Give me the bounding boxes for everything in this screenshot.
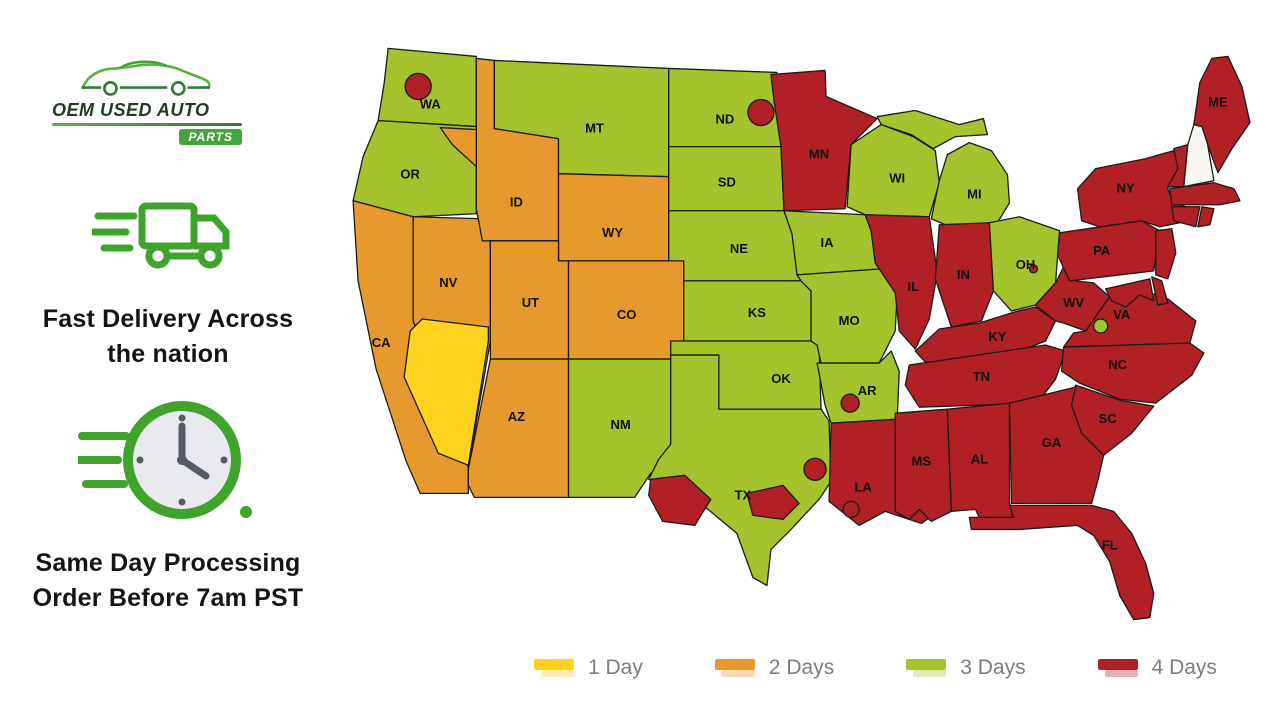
state-il xyxy=(864,214,938,350)
legend-item-1day: 1 Day xyxy=(534,656,643,680)
state-tn xyxy=(904,344,1067,408)
state-label-tn: TN xyxy=(973,369,990,384)
legend-swatch-4days xyxy=(1097,658,1140,678)
state-ri xyxy=(1197,206,1215,228)
logo-badge: PARTS xyxy=(179,129,242,145)
state-label-mt: MT xyxy=(585,121,604,136)
state-mi-upper xyxy=(876,109,989,150)
overlay-tx-west-4day xyxy=(648,474,712,527)
state-label-nc: NC xyxy=(1108,357,1127,372)
state-label-me: ME xyxy=(1208,95,1228,110)
state-label-wa: WA xyxy=(420,97,442,112)
overlay-oregon-ne-2day xyxy=(439,126,477,168)
state-label-in: IN xyxy=(957,267,970,282)
state-wv xyxy=(1034,266,1111,332)
state-label-mn: MN xyxy=(809,147,829,162)
delivery-legend: 1 Day 2 Days 3 Days 4 Days xyxy=(534,656,1217,680)
state-md xyxy=(1105,278,1155,308)
state-mi xyxy=(930,141,1011,226)
state-label-pa: PA xyxy=(1093,243,1111,258)
state-tx xyxy=(648,354,832,587)
state-label-fl: FL xyxy=(1102,537,1118,552)
state-wy xyxy=(557,173,670,262)
state-label-wy: WY xyxy=(602,225,623,240)
state-label-ms: MS xyxy=(912,453,932,468)
state-de xyxy=(1151,276,1169,306)
state-label-wi: WI xyxy=(889,171,905,186)
clock-icon xyxy=(74,388,258,541)
state-label-nd: ND xyxy=(715,112,734,127)
logo: OEM USED AUTO PARTS xyxy=(52,58,242,145)
state-nj xyxy=(1155,228,1177,280)
state-me xyxy=(1193,55,1251,174)
logo-car-icon xyxy=(81,60,211,96)
overlay-tx-east-4day xyxy=(803,457,827,481)
state-label-nm: NM xyxy=(611,417,631,432)
fast-delivery-line2: the nation xyxy=(107,340,229,368)
overlay-tx-se-4day xyxy=(842,500,860,519)
state-mn xyxy=(770,69,878,212)
state-label-sc: SC xyxy=(1099,411,1118,426)
overlay-vegas-1day xyxy=(403,318,490,466)
state-label-ar: AR xyxy=(858,383,877,398)
same-day-line1: Same Day Processing xyxy=(35,549,301,577)
legend-label-1day: 1 Day xyxy=(588,656,643,679)
state-label-oh: OH xyxy=(1016,257,1036,272)
logo-name: OEM USED AUTO xyxy=(52,100,210,120)
state-ms xyxy=(894,408,952,523)
state-label-ia: IA xyxy=(821,235,835,250)
state-label-co: CO xyxy=(617,307,637,322)
state-label-ky: KY xyxy=(988,329,1006,344)
overlay-nd-spot-4day xyxy=(747,98,775,127)
overlay-ar-spot-4day xyxy=(840,393,860,413)
state-label-ok: OK xyxy=(771,371,791,386)
legend-swatch-1day xyxy=(534,658,576,678)
state-label-az: AZ xyxy=(508,409,525,424)
state-label-or: OR xyxy=(400,167,420,182)
legend-item-4days: 4 Days xyxy=(1097,656,1217,680)
same-day-text: Same Day Processing Order Before 7am PST xyxy=(8,546,328,616)
state-label-la: LA xyxy=(854,479,872,494)
logo-underline xyxy=(52,123,242,126)
state-vt xyxy=(1167,143,1189,188)
legend-item-3days: 3 Days xyxy=(906,656,1026,680)
state-label-id: ID xyxy=(510,195,523,210)
state-label-ny: NY xyxy=(1117,181,1135,196)
state-label-al: AL xyxy=(971,451,988,466)
legend-swatch-3days xyxy=(906,658,948,678)
state-label-ks: KS xyxy=(748,305,766,320)
state-label-nv: NV xyxy=(439,275,457,290)
state-fl xyxy=(968,504,1155,621)
legend-swatch-2days xyxy=(714,658,757,678)
usa-delivery-map: WA OR CA NV ID MT WY UT CO AZ NM ND SD N… xyxy=(318,26,1270,632)
state-label-wv: WV xyxy=(1063,295,1084,310)
state-label-mi: MI xyxy=(967,187,981,202)
overlay-va-spot-3day xyxy=(1092,318,1109,334)
state-label-ne: NE xyxy=(730,241,748,256)
state-ma xyxy=(1169,182,1241,206)
state-ga xyxy=(1008,386,1105,505)
same-day-line2: Order Before 7am PST xyxy=(32,584,304,612)
state-label-ut: UT xyxy=(522,295,539,310)
state-ct xyxy=(1171,206,1201,228)
truck-icon xyxy=(90,186,242,291)
state-label-tx: TX xyxy=(735,487,752,502)
overlay-oh-spot-4day xyxy=(1028,264,1039,274)
state-label-ca: CA xyxy=(372,335,391,350)
legend-label-3days: 3 Days xyxy=(960,656,1026,679)
state-nc xyxy=(1060,342,1205,404)
state-label-sd: SD xyxy=(718,175,736,190)
fast-delivery-line1: Fast Delivery Across xyxy=(42,305,294,333)
legend-label-2days: 2 Days xyxy=(768,656,835,679)
legend-item-2days: 2 Days xyxy=(714,656,835,680)
overlay-wa-spot-4day xyxy=(404,72,432,101)
overlay-tx-central-4day xyxy=(746,484,800,521)
fast-delivery-text: Fast Delivery Across the nation xyxy=(18,302,318,372)
legend-label-4days: 4 Days xyxy=(1151,656,1217,679)
state-label-mo: MO xyxy=(839,313,860,328)
state-label-va: VA xyxy=(1113,307,1131,322)
state-label-il: IL xyxy=(907,279,919,294)
state-label-ga: GA xyxy=(1042,435,1062,450)
